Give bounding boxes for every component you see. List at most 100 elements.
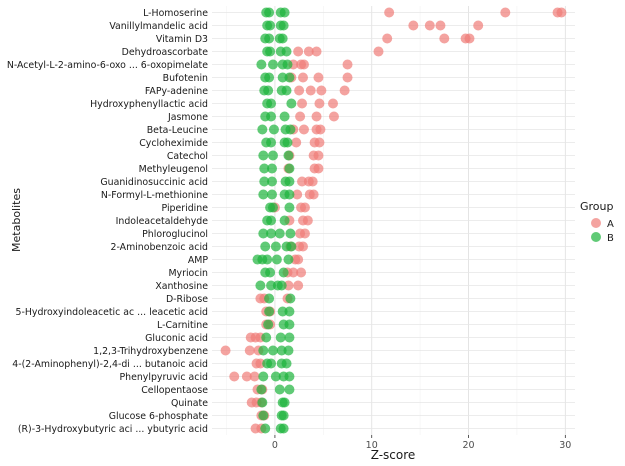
point-group-a	[556, 7, 567, 18]
point-group-b	[259, 176, 270, 187]
point-group-b	[266, 111, 277, 122]
point-group-b	[271, 254, 282, 265]
metabolite-label: Guanidinosuccinic acid	[100, 177, 208, 188]
point-group-b	[268, 124, 279, 135]
metabolite-label: Hydroxyphenyllactic acid	[90, 99, 208, 110]
point-group-b	[258, 189, 269, 200]
metabolite-label: Piperidine	[162, 203, 209, 214]
metabolite-label: Gluconic acid	[145, 333, 208, 344]
point-group-a	[308, 189, 319, 200]
point-group-b	[278, 423, 289, 434]
metabolite-label: N-Acetyl-L-2-amino-6-oxo ... 6-oxopimela…	[7, 60, 208, 71]
point-group-b	[266, 228, 277, 239]
point-group-b	[283, 345, 294, 356]
point-group-b	[258, 150, 269, 161]
point-group-b	[285, 293, 296, 304]
point-group-b	[267, 163, 278, 174]
point-group-a	[302, 215, 313, 226]
point-group-a	[313, 163, 324, 174]
metabolite-label: Phenylpyruvic acid	[120, 372, 209, 383]
legend: Group A B	[580, 200, 614, 244]
point-group-b	[267, 189, 278, 200]
point-group-b	[267, 176, 278, 187]
point-group-a	[424, 20, 435, 31]
point-group-a	[384, 7, 395, 18]
point-group-b	[276, 280, 287, 291]
metabolite-label: L-Carnitine	[157, 320, 208, 331]
point-group-a	[296, 267, 307, 278]
point-group-a	[408, 20, 419, 31]
point-group-a	[314, 137, 325, 148]
metabolite-label: Xanthosine	[155, 281, 208, 292]
point-group-a	[295, 111, 306, 122]
metabolite-label: Myriocin	[168, 268, 208, 279]
point-group-b	[286, 98, 297, 109]
point-group-b	[284, 202, 295, 213]
point-group-a	[229, 371, 240, 382]
point-group-b	[266, 137, 277, 148]
point-group-a	[314, 98, 325, 109]
point-group-a	[315, 124, 326, 135]
metabolite-label: D-Ribose	[166, 294, 208, 305]
point-group-b	[281, 358, 292, 369]
point-group-a	[328, 98, 338, 109]
point-group-b	[270, 241, 281, 252]
x-tick-labels: 0 10 20 30	[272, 435, 571, 451]
point-group-a	[299, 228, 310, 239]
x-tick-label: 10	[366, 440, 378, 451]
metabolite-label: L-Homoserine	[143, 8, 208, 19]
metabolite-label: N-Formyl-L-methionine	[101, 190, 208, 201]
data-points	[220, 7, 567, 434]
point-group-b	[267, 345, 278, 356]
point-group-a	[249, 371, 260, 382]
y-axis-title: Metabolites	[10, 188, 23, 252]
metabolite-label: Indoleacetaldehyde	[116, 216, 209, 227]
metabolite-label: Cellopentaose	[141, 385, 208, 396]
legend-label-b: B	[607, 233, 614, 244]
point-group-b	[284, 332, 295, 343]
point-group-b	[266, 215, 277, 226]
point-group-a	[293, 254, 304, 265]
point-group-b	[274, 384, 285, 395]
point-group-b	[264, 306, 275, 317]
point-group-a	[313, 150, 324, 161]
metabolite-label: FAPy-adenine	[145, 86, 208, 97]
legend-title: Group	[580, 200, 614, 213]
point-group-b	[256, 384, 267, 395]
point-group-a	[298, 59, 309, 70]
metabolite-label: Phloroglucinol	[142, 229, 208, 240]
point-group-b	[278, 410, 289, 421]
point-group-b	[258, 345, 269, 356]
point-group-b	[258, 371, 269, 382]
point-group-b	[279, 111, 290, 122]
point-group-a	[303, 46, 314, 57]
x-axis-title: Z-score	[371, 448, 416, 462]
metabolite-label: 4-(2-Aminophenyl)-2,4-di ... butanoic ac…	[12, 359, 208, 370]
point-group-b	[281, 85, 292, 96]
point-group-b	[267, 59, 278, 70]
point-group-a	[297, 98, 308, 109]
point-group-b	[260, 241, 271, 252]
point-group-b	[264, 7, 275, 18]
point-group-b	[266, 358, 277, 369]
point-group-a	[305, 85, 316, 96]
point-group-b	[278, 20, 289, 31]
point-group-b	[283, 254, 294, 265]
metabolite-label: Catechol	[167, 151, 208, 162]
point-group-b	[285, 228, 296, 239]
point-group-a	[288, 267, 299, 278]
point-group-a	[298, 124, 309, 135]
point-group-b	[284, 176, 295, 187]
point-group-a	[500, 7, 511, 18]
point-group-b	[258, 410, 269, 421]
point-group-a	[311, 111, 322, 122]
point-group-a	[299, 202, 310, 213]
metabolite-label: Dehydroascorbate	[122, 47, 209, 58]
metabolite-label: Glucose 6-phosphate	[109, 411, 209, 422]
point-group-b	[265, 267, 276, 278]
point-group-a	[307, 176, 318, 187]
point-group-b	[265, 46, 276, 57]
x-tick-label: 20	[462, 440, 474, 451]
metabolite-label: Quinate	[171, 398, 208, 409]
point-group-b	[263, 319, 274, 330]
